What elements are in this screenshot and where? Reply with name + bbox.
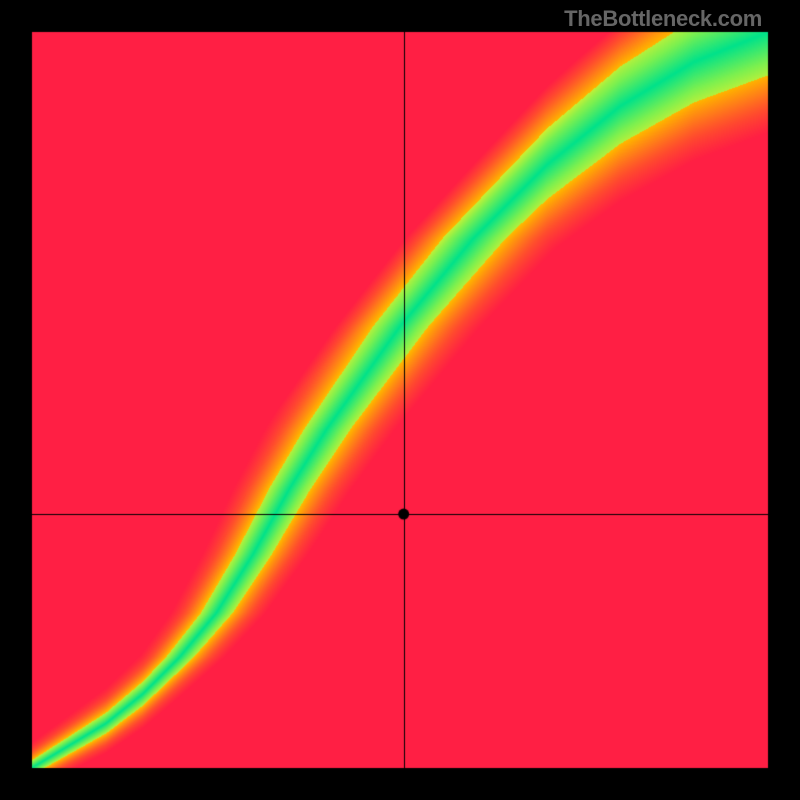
bottleneck-heatmap (0, 0, 800, 800)
watermark-label: TheBottleneck.com (564, 6, 762, 32)
